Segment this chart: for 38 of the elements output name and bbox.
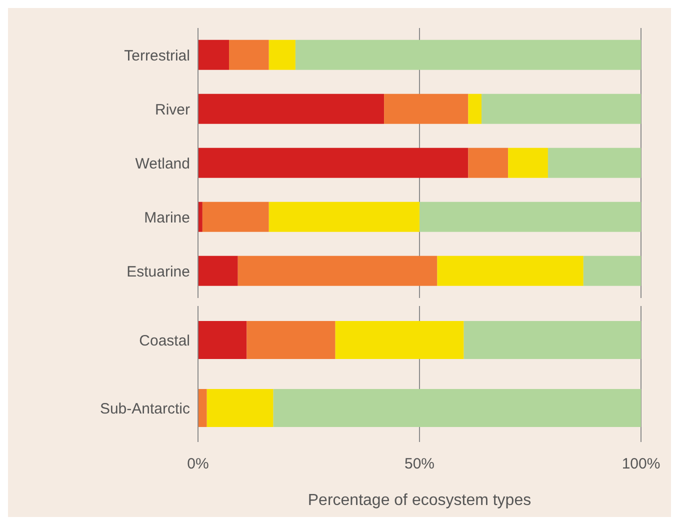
bar: [198, 148, 468, 178]
bar: [295, 40, 641, 70]
bar: [273, 388, 641, 427]
y-tick-label: Estuarine: [126, 263, 190, 280]
x-tick-label: 0%: [187, 456, 209, 473]
bar: [198, 40, 230, 70]
bar: [198, 202, 202, 232]
bar: [198, 320, 247, 359]
y-tick-label: Marine: [144, 209, 190, 226]
bar: [268, 202, 420, 232]
bar: [468, 94, 482, 124]
y-tick-label: Sub-Antarctic: [100, 400, 190, 418]
x-axis-title: Percentage of ecosystem types: [308, 492, 532, 509]
bar: [468, 148, 508, 178]
bar: [202, 202, 269, 232]
bar: [198, 256, 238, 286]
bar: [482, 94, 641, 124]
bar: [268, 40, 296, 70]
bar: [420, 202, 641, 232]
bar: [238, 256, 438, 286]
bar: [198, 388, 207, 427]
bar: [229, 40, 269, 70]
y-tick-label: Terrestrial: [124, 47, 190, 64]
bar: [437, 256, 584, 286]
bar: [198, 94, 384, 124]
bar: [206, 388, 274, 427]
bar: [384, 94, 468, 124]
bar: [464, 320, 641, 359]
x-tick-label: 100%: [622, 456, 660, 473]
bar: [583, 256, 641, 286]
y-tick-label: River: [154, 101, 190, 118]
x-tick-label: 50%: [404, 456, 435, 473]
bar: [508, 148, 548, 178]
y-tick-label: Wetland: [135, 155, 190, 172]
bar: [548, 148, 641, 178]
bar: [335, 320, 464, 359]
bar: [246, 320, 336, 359]
y-tick-label: Coastal: [139, 332, 190, 350]
